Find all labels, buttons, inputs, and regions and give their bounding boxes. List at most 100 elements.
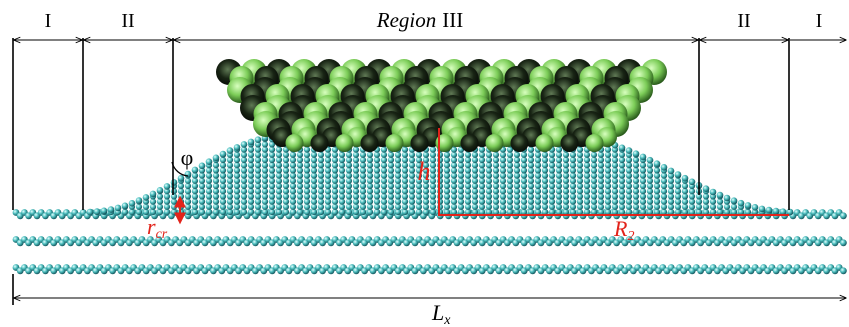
sheet-atom [625,162,633,169]
sheet-atom [226,198,234,205]
sheet-atom [478,162,486,169]
sheet-atom [597,156,605,164]
sheet-atom [611,203,619,210]
sheet-atom [289,188,297,195]
sheet-atom [408,203,416,210]
sheet-atom [401,151,409,158]
sheet-atom [583,151,591,158]
sheet-atom [576,146,584,153]
sheet-atom [450,188,458,195]
sheet-atom [492,151,500,158]
sheet-atom [205,158,213,165]
sheet-atom [268,198,276,205]
sheet-atom [625,147,633,154]
sheet-atom [590,177,598,184]
sheet-atom [569,172,577,179]
sheet-atom [226,147,234,154]
sheet-atom [422,198,430,205]
sheet-atom [632,182,640,190]
sheet-atom [219,156,227,164]
sheet-atom [359,198,367,205]
sheet-atom [513,156,521,164]
radius2-label: R2 [613,216,634,244]
sheet-atom [471,151,479,158]
sheet-atom [464,193,472,200]
sheet-atom [618,167,626,174]
sheet-atom [555,182,563,190]
sheet-atom [331,162,339,169]
sheet-atom [345,182,353,190]
sheet-atom [716,191,724,199]
sheet-atom [380,156,388,164]
sheet-atom [422,151,430,158]
sheet-atom [380,172,388,179]
sheet-atom [429,151,437,158]
sheet-atom [100,207,108,215]
sheet-atom [604,167,612,174]
sheet-atom [632,162,640,169]
sheet-atom [667,193,675,200]
sheet-atom [345,167,353,174]
sheet-atom [219,208,227,216]
sheet-atom [513,177,521,184]
sheet-atom [667,177,675,184]
sheet-atom [611,172,619,179]
sheet-atom [394,151,402,158]
sheet-atom [212,193,220,200]
sheet-atom [492,182,500,190]
sheet-atom [625,167,633,174]
sheet-atom [709,208,717,216]
sheet-atom [450,167,458,174]
sheet-atom [338,188,346,195]
sheet-atom [499,198,507,205]
sheet-atom [541,156,549,164]
sheet-atom [394,162,402,169]
sheet-atom [632,156,640,164]
sheet-atom [163,203,171,210]
sheet-atom [534,188,542,195]
sheet-atom [485,156,493,164]
sheet-atom [555,208,563,216]
sheet-atom [296,182,304,190]
sheet-atom [429,182,437,190]
sheet-atom [604,177,612,184]
sheet-atom [562,151,570,158]
sheet-atom [590,203,598,210]
sheet-atom [632,150,640,157]
sheet-atom [527,146,535,153]
sheet-atom [569,193,577,200]
sheet-atom [219,193,227,200]
sheet-atom [310,177,318,184]
sheet-atom [464,182,472,190]
sheet-atom [548,172,556,179]
sheet-atom [275,177,283,184]
sheet-atom [275,198,283,205]
sheet-atom [611,188,619,195]
sheet-atom [527,203,535,210]
sheet-atom [345,193,353,200]
sheet-atom [387,177,395,184]
sheet-atom [387,198,395,205]
sheet-atom [450,182,458,190]
sheet-atom [429,193,437,200]
sheet-atom [338,203,346,210]
sheet-atom [212,198,220,205]
sheet-atom [387,151,395,158]
sheet-atom [527,162,535,169]
sheet-atom [275,203,283,210]
sheet-atom [373,167,381,174]
sheet-atom [520,208,528,216]
sheet-atom [562,167,570,174]
sheet-atom [569,167,577,174]
sheet-atom [107,206,115,213]
sheet-atom [520,188,528,195]
sheet-atom [562,172,570,179]
sheet-atom [373,188,381,195]
sheet-atom [366,177,374,184]
sheet-atom [429,167,437,174]
sheet-atom [583,208,591,216]
sheet-atom [394,203,402,210]
sheet-atom [702,208,710,216]
sheet-atom [660,164,668,171]
sheet-atom [373,156,381,164]
